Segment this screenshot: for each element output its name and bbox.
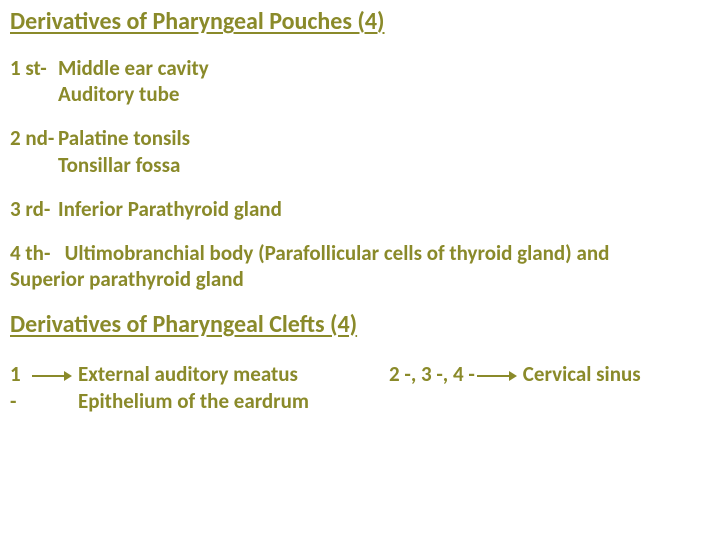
cleft-left: 1 - External auditory meatus Epithelium … [10, 361, 309, 414]
pouch-1-line-2: Auditory tube [58, 81, 179, 107]
pouch-2-line-2: Tonsillar fossa [58, 152, 180, 178]
pouch-entry-4: 4 th- Ultimobranchial body (Parafollicul… [10, 240, 710, 293]
pouch-1-line-1: Middle ear cavity [58, 55, 209, 81]
heading-clefts: Derivatives of Pharyngeal Clefts (4) [10, 311, 710, 340]
cleft-left-line-1: External auditory meatus [78, 361, 298, 387]
cleft-left-body: External auditory meatus Epithelium of t… [78, 361, 309, 414]
pouch-2-ordinal: 2 nd- [10, 125, 58, 151]
pouch-2-line-1: Palatine tonsils [58, 125, 190, 151]
pouch-3-body: Inferior Parathyroid gland [58, 196, 282, 222]
pouch-entry-1: 1 st-Middle ear cavityAuditory tube [10, 55, 710, 108]
cleft-right-label: Cervical sinus [523, 361, 641, 387]
cleft-right-ordinal: 2 -, 3 -, 4 - [389, 361, 475, 387]
arrow-icon [477, 361, 517, 387]
pouch-entry-2: 2 nd-Palatine tonsilsTonsillar fossa [10, 125, 710, 178]
pouch-3-ordinal: 3 rd- [10, 196, 58, 222]
pouch-entry-3: 3 rd-Inferior Parathyroid gland [10, 196, 710, 222]
heading-pouches: Derivatives of Pharyngeal Pouches (4) [10, 8, 710, 37]
clefts-row: 1 - External auditory meatus Epithelium … [10, 361, 710, 414]
pouch-2-body: Palatine tonsilsTonsillar fossa [58, 125, 190, 178]
cleft-right: 2 -, 3 -, 4 - Cervical sinus [389, 361, 641, 387]
pouch-4-line-2: Superior parathyroid gland [10, 266, 244, 292]
arrow-icon [32, 361, 72, 387]
cleft-left-line-2: Epithelium of the eardrum [78, 388, 309, 414]
pouch-4-ordinal: 4 th- [10, 240, 50, 266]
pouch-3-line-1: Inferior Parathyroid gland [58, 196, 282, 222]
pouch-1-ordinal: 1 st- [10, 55, 58, 81]
cleft-left-ordinal: 1 - [10, 361, 30, 414]
pouch-4-line-1: Ultimobranchial body (Parafollicular cel… [65, 240, 610, 266]
pouch-1-body: Middle ear cavityAuditory tube [58, 55, 209, 108]
